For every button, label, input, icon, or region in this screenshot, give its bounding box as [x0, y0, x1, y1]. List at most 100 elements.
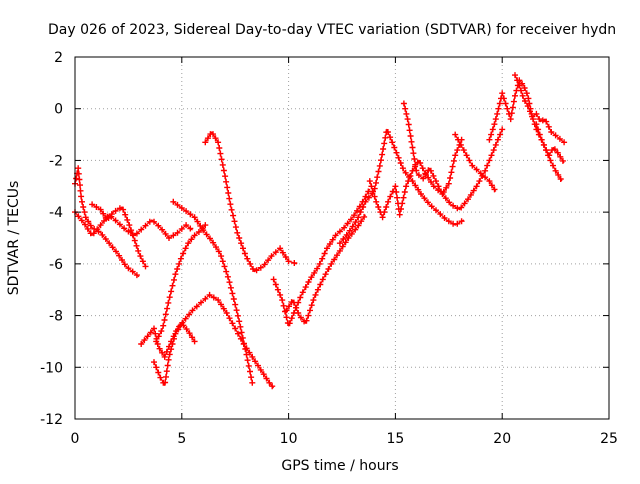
data-point: [307, 307, 313, 314]
data-point: [378, 157, 384, 164]
data-point: [477, 170, 484, 177]
data-point: [407, 133, 414, 139]
data-point: [164, 305, 171, 312]
data-point: [397, 160, 404, 166]
data-point: [235, 330, 241, 337]
data-point: [252, 358, 259, 365]
data-point: [342, 239, 349, 246]
data-point: [224, 273, 231, 280]
data-point: [319, 276, 326, 283]
data-point: [430, 172, 437, 179]
data-point: [223, 178, 230, 185]
data-point: [427, 167, 434, 174]
data-point: [393, 149, 400, 156]
data-point: [552, 132, 559, 139]
data-point: [215, 139, 222, 146]
data-point: [392, 183, 399, 190]
data-point: [422, 171, 429, 178]
data-point: [166, 294, 173, 301]
data-point: [133, 242, 140, 249]
x-tick-label: 5: [177, 431, 186, 447]
data-point: [198, 299, 204, 306]
data-point: [336, 247, 343, 254]
data-point: [418, 191, 424, 197]
data-point: [236, 235, 243, 241]
data-point: [153, 364, 160, 371]
data-point: [361, 213, 368, 220]
data-point: [524, 103, 531, 110]
data-point: [169, 341, 176, 347]
data-point: [141, 337, 148, 344]
y-tick-label: -10: [40, 360, 63, 376]
data-point: [89, 201, 96, 208]
data-point: [299, 289, 306, 296]
data-point: [189, 307, 196, 314]
data-point: [452, 152, 459, 159]
y-tick-label: 0: [54, 102, 63, 118]
data-point: [230, 212, 237, 219]
data-point: [543, 118, 550, 125]
data-point: [305, 279, 312, 285]
data-point: [358, 218, 365, 225]
data-point: [155, 369, 162, 376]
data-point: [561, 139, 568, 146]
data-point: [344, 220, 351, 227]
data-point: [129, 268, 136, 275]
data-point: [191, 214, 198, 221]
series-arc8: [202, 131, 298, 274]
data-point: [491, 121, 498, 128]
data-point: [496, 100, 503, 107]
data-point: [302, 284, 309, 291]
data-point: [126, 222, 133, 229]
data-point: [399, 200, 406, 207]
data-point: [339, 243, 346, 250]
series-arc2: [72, 209, 194, 241]
x-tick-label: 15: [386, 431, 404, 447]
data-point: [249, 379, 256, 386]
data-point: [510, 98, 517, 105]
data-point: [217, 150, 224, 157]
data-point: [210, 131, 216, 138]
data-point: [261, 261, 268, 268]
data-point: [405, 178, 412, 185]
data-point: [460, 147, 467, 154]
data-point: [454, 205, 461, 212]
data-point: [491, 186, 498, 193]
grid-lines: [75, 57, 609, 419]
data-point: [470, 187, 477, 194]
data-point: [518, 87, 524, 94]
data-point: [445, 218, 452, 225]
data-point: [155, 222, 162, 229]
data-point: [455, 136, 462, 143]
data-point: [204, 135, 211, 142]
data-point: [336, 228, 343, 235]
data-point: [402, 105, 409, 112]
y-tick-labels: 2 0 -2 -4 -6 -8 -10 -12: [40, 50, 63, 428]
series-arc6: [153, 222, 209, 345]
data-point: [317, 281, 324, 288]
y-tick-label: -2: [49, 153, 63, 169]
data-point: [512, 72, 518, 79]
data-point: [106, 240, 113, 247]
data-point: [424, 199, 431, 206]
data-point: [202, 222, 209, 229]
data-point: [290, 299, 297, 306]
data-point: [443, 184, 450, 191]
data-point: [410, 150, 417, 157]
data-point: [357, 209, 364, 216]
data-point: [277, 291, 284, 298]
data-point: [155, 333, 162, 340]
data-point: [325, 266, 332, 272]
data-point: [78, 193, 85, 200]
data-point: [328, 260, 335, 267]
data-point: [139, 258, 146, 265]
x-tick-label: 20: [493, 431, 511, 447]
data-point: [245, 362, 252, 369]
data-point: [409, 144, 416, 151]
data-point: [311, 269, 318, 276]
data-point: [415, 186, 422, 193]
data-point: [279, 249, 286, 256]
series-arc12: [366, 126, 506, 221]
data-point: [387, 134, 394, 141]
data-point: [398, 206, 404, 212]
